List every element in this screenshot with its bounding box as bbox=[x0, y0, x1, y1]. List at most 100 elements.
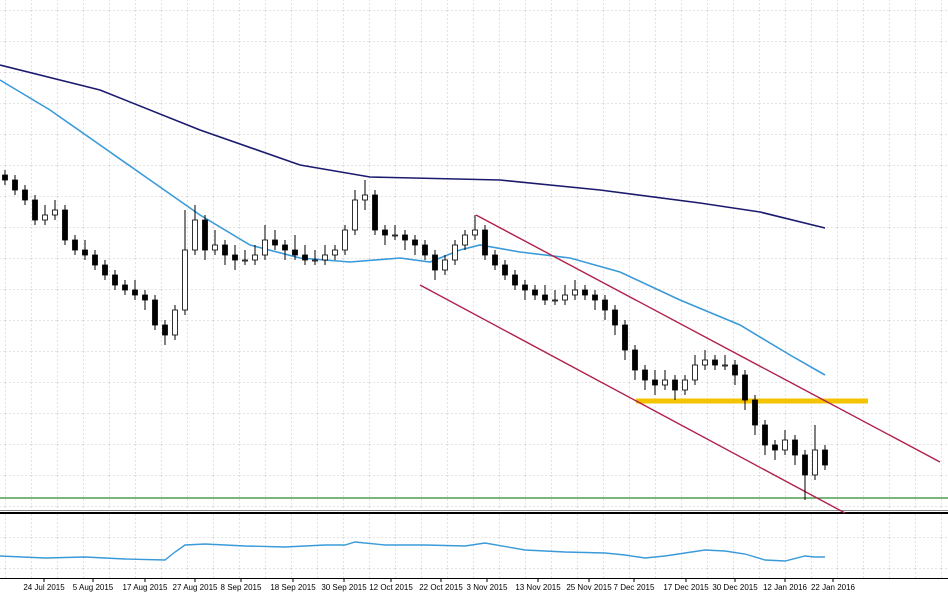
moving-average bbox=[0, 64, 826, 229]
candle-body bbox=[122, 284, 128, 291]
candle-body bbox=[722, 364, 728, 367]
trend-line bbox=[419, 284, 846, 514]
x-tick-label: 27 Aug 2015 bbox=[173, 583, 218, 592]
candle-body bbox=[502, 264, 508, 276]
candle-body bbox=[92, 254, 98, 266]
x-tick-label: 7 Dec 2015 bbox=[614, 583, 655, 592]
candle-body bbox=[182, 249, 188, 311]
candle-body bbox=[402, 234, 408, 241]
candle-body bbox=[132, 289, 138, 296]
candle-body bbox=[22, 189, 28, 201]
candle-body bbox=[392, 234, 398, 237]
candle-body bbox=[372, 194, 378, 231]
candle-body bbox=[52, 209, 58, 216]
candle-body bbox=[462, 234, 468, 246]
candle-body bbox=[62, 209, 68, 241]
candle-body bbox=[452, 244, 458, 261]
candle-body bbox=[302, 254, 308, 261]
x-tick-label: 25 Nov 2015 bbox=[566, 583, 612, 592]
candle-body bbox=[292, 249, 298, 256]
candle-body bbox=[702, 359, 708, 366]
candle-body bbox=[412, 239, 418, 246]
candle-body bbox=[682, 379, 688, 391]
candle-body bbox=[352, 199, 358, 231]
candle-body bbox=[32, 199, 38, 221]
candle-body bbox=[532, 289, 538, 296]
candle-body bbox=[552, 299, 558, 302]
candle-body bbox=[432, 254, 438, 271]
candle-body bbox=[762, 424, 768, 446]
candle-body bbox=[642, 369, 648, 381]
x-tick-label: 13 Nov 2015 bbox=[515, 583, 561, 592]
x-tick-label: 30 Sep 2015 bbox=[321, 583, 367, 592]
candle-body bbox=[692, 364, 698, 381]
candle-body bbox=[662, 379, 668, 386]
oscillator-line bbox=[0, 541, 825, 562]
candle-body bbox=[752, 399, 758, 426]
x-tick-label: 22 Oct 2015 bbox=[419, 583, 463, 592]
candle-body bbox=[612, 309, 618, 326]
candle-body bbox=[572, 289, 578, 296]
candle-body bbox=[582, 289, 588, 296]
grid bbox=[0, 514, 948, 578]
x-tick-label: 18 Sep 2015 bbox=[270, 583, 316, 592]
candle-body bbox=[562, 294, 568, 301]
candle-body bbox=[262, 239, 268, 256]
x-tick-label: 12 Oct 2015 bbox=[369, 583, 413, 592]
candle-body bbox=[472, 229, 478, 236]
candle-body bbox=[772, 444, 778, 451]
x-tick-label: 24 Jul 2015 bbox=[23, 583, 65, 592]
candle-body bbox=[632, 349, 638, 371]
candle-body bbox=[592, 294, 598, 301]
candle-body bbox=[422, 244, 428, 256]
candle-body bbox=[492, 254, 498, 266]
x-tick-label: 5 Aug 2015 bbox=[73, 583, 114, 592]
candle-body bbox=[522, 284, 528, 291]
candle-body bbox=[482, 229, 488, 256]
candle-body bbox=[202, 219, 208, 251]
candle-body bbox=[192, 219, 198, 251]
candle-body bbox=[222, 244, 228, 256]
candle-body bbox=[672, 379, 678, 391]
candle-body bbox=[342, 229, 348, 251]
candle-body bbox=[42, 214, 48, 221]
trend-line bbox=[475, 214, 941, 463]
x-tick-label: 30 Dec 2015 bbox=[712, 583, 758, 592]
candle-body bbox=[282, 244, 288, 251]
candle-body bbox=[742, 374, 748, 401]
candle-body bbox=[112, 274, 118, 286]
x-tick-label: 22 Jan 2016 bbox=[811, 583, 856, 592]
candle-body bbox=[732, 364, 738, 376]
x-tick-label: 8 Sep 2015 bbox=[221, 583, 262, 592]
candle-body bbox=[812, 449, 818, 476]
candle-body bbox=[162, 324, 168, 336]
candle-body bbox=[2, 174, 8, 181]
candle-body bbox=[102, 264, 108, 276]
candle-body bbox=[382, 229, 388, 236]
candle-body bbox=[172, 309, 178, 336]
candle-body bbox=[362, 194, 368, 201]
candle-body bbox=[312, 259, 318, 262]
moving-average bbox=[0, 79, 826, 376]
candle-body bbox=[622, 324, 628, 351]
candle-body bbox=[252, 254, 258, 261]
candle-body bbox=[652, 379, 658, 386]
candle-body bbox=[142, 294, 148, 301]
x-tick-label: 17 Dec 2015 bbox=[663, 583, 709, 592]
candle-body bbox=[442, 259, 448, 271]
grid bbox=[0, 0, 948, 510]
candle-body bbox=[242, 259, 248, 262]
candle-body bbox=[152, 299, 158, 326]
candle-body bbox=[602, 299, 608, 311]
candle-body bbox=[322, 254, 328, 261]
candle-body bbox=[332, 249, 338, 256]
candle-body bbox=[802, 454, 808, 476]
candle-body bbox=[72, 239, 78, 251]
candle-body bbox=[12, 179, 18, 191]
candle-body bbox=[212, 244, 218, 251]
candle-body bbox=[822, 449, 828, 466]
candle-body bbox=[232, 254, 238, 261]
candle-body bbox=[82, 249, 88, 256]
candle-body bbox=[272, 239, 278, 246]
